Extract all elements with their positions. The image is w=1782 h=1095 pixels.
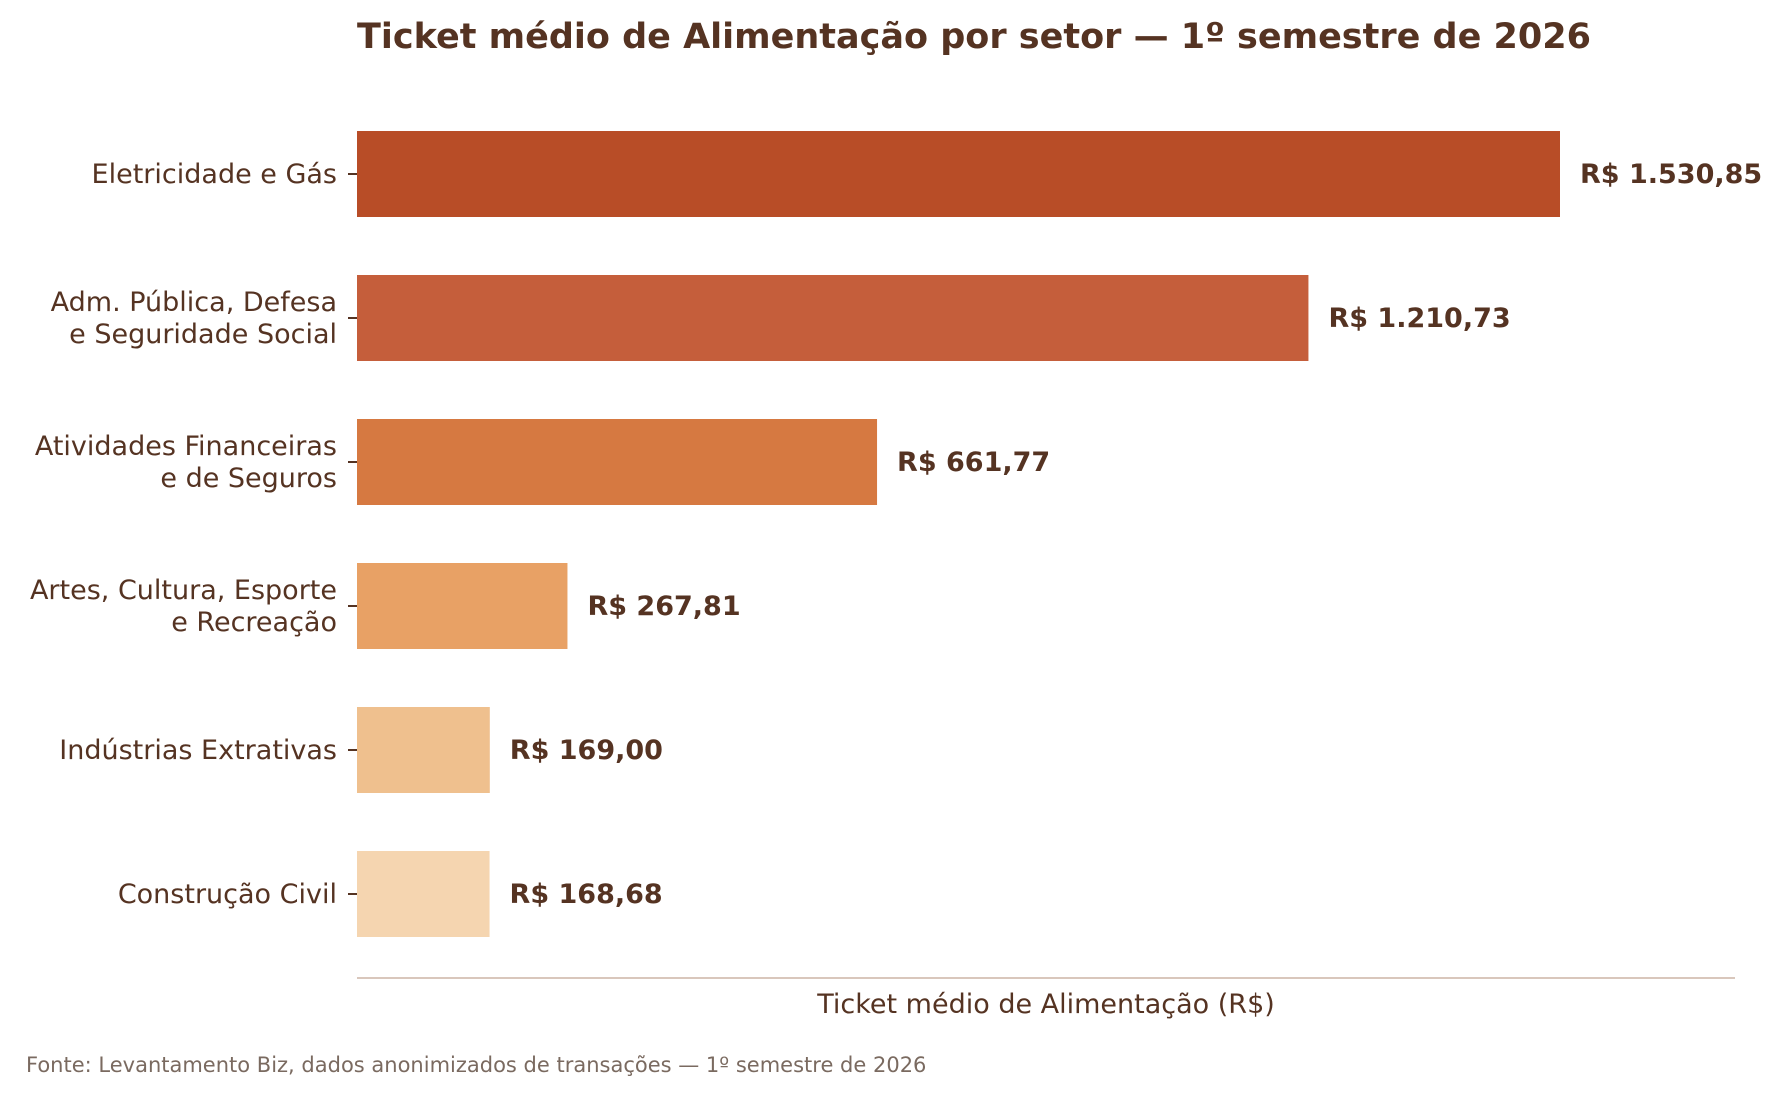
value-labels-group: R$ 1.530,85 R$ 1.210,73 R$ 661,77 R$ 267,81… [510,159,1763,910]
bar-3 [357,563,568,649]
value-label-3: R$ 267,81 [587,591,740,622]
category-label-5: Construção Civil [118,879,337,910]
bar-4 [357,707,490,793]
value-label-1: R$ 1.210,73 [1328,303,1510,334]
chart-title: Ticket médio de Alimentação por setor — … [357,17,1591,57]
value-label-5: R$ 168,68 [510,879,663,910]
category-label-1-line-0: Adm. Pública, Defesa [51,287,337,318]
bar-0 [357,131,1560,217]
category-label-3-line-1: e Recreação [171,607,337,638]
bar-5 [357,851,490,937]
value-label-4: R$ 169,00 [510,735,663,766]
category-label-0: Eletricidade e Gás [92,159,337,190]
category-label-4-line-0: Indústrias Extrativas [59,735,337,766]
category-label-1-line-1: e Seguridade Social [69,319,337,350]
category-label-5-line-0: Construção Civil [118,879,337,910]
category-label-2: Atividades Financeiras e de Seguros [35,431,337,494]
source-note: Fonte: Levantamento Biz, dados anonimiza… [26,1053,926,1077]
value-label-0: R$ 1.530,85 [1580,159,1762,190]
bars-group [357,131,1560,937]
category-label-0-line-0: Eletricidade e Gás [92,159,337,190]
x-axis-label: Ticket médio de Alimentação (R$) [816,989,1275,1020]
value-label-2: R$ 661,77 [897,447,1050,478]
bar-2 [357,419,878,505]
category-label-2-line-1: e de Seguros [160,463,337,494]
category-label-4: Indústrias Extrativas [59,735,337,766]
category-label-1: Adm. Pública, Defesa e Seguridade Social [51,287,337,350]
category-label-2-line-0: Atividades Financeiras [35,431,337,462]
category-label-3: Artes, Cultura, Esporte e Recreação [30,575,337,638]
bar-1 [357,275,1309,361]
category-label-3-line-0: Artes, Cultura, Esporte [30,575,337,606]
